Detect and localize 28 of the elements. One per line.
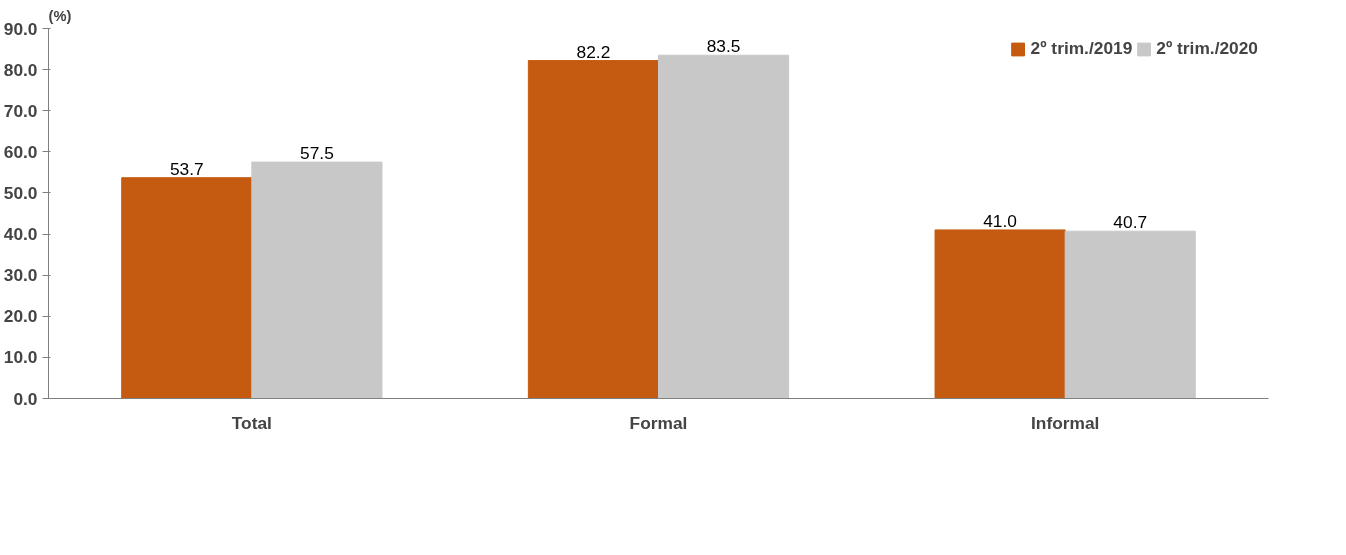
- legend-label: 2º trim./2019: [1030, 38, 1133, 59]
- y-tick-label: 80.0: [3, 59, 38, 80]
- y-tick-label: 50.0: [3, 182, 38, 203]
- y-tick-label: 20.0: [3, 306, 38, 327]
- y-tick-label: 40.0: [3, 224, 38, 245]
- y-tick-label: 90.0: [3, 18, 38, 39]
- y-tick-label: 70.0: [3, 100, 38, 121]
- bar: [121, 177, 253, 399]
- y-tick-label: 0.0: [13, 388, 38, 409]
- x-tick-label: Formal: [629, 412, 688, 433]
- bar: [527, 60, 659, 399]
- x-tick-label: Total: [231, 412, 272, 433]
- data-label: 57.5: [300, 143, 334, 164]
- y-tick-label: 10.0: [3, 347, 38, 368]
- y-axis-title: (%): [48, 7, 72, 24]
- data-label: 83.5: [706, 36, 741, 57]
- y-tick-label: 60.0: [3, 141, 38, 162]
- bar: [934, 229, 1066, 399]
- data-label: 40.7: [1113, 212, 1148, 233]
- data-label: 53.7: [169, 158, 204, 179]
- y-tick-label: 30.0: [3, 265, 38, 286]
- data-label: 41.0: [983, 210, 1017, 231]
- x-tick-label: Informal: [1030, 412, 1100, 433]
- bar: [251, 161, 383, 399]
- bar: [658, 54, 790, 399]
- data-label: 82.2: [576, 41, 611, 62]
- bar: [1064, 230, 1196, 399]
- legend-label: 2º trim./2020: [1156, 38, 1258, 59]
